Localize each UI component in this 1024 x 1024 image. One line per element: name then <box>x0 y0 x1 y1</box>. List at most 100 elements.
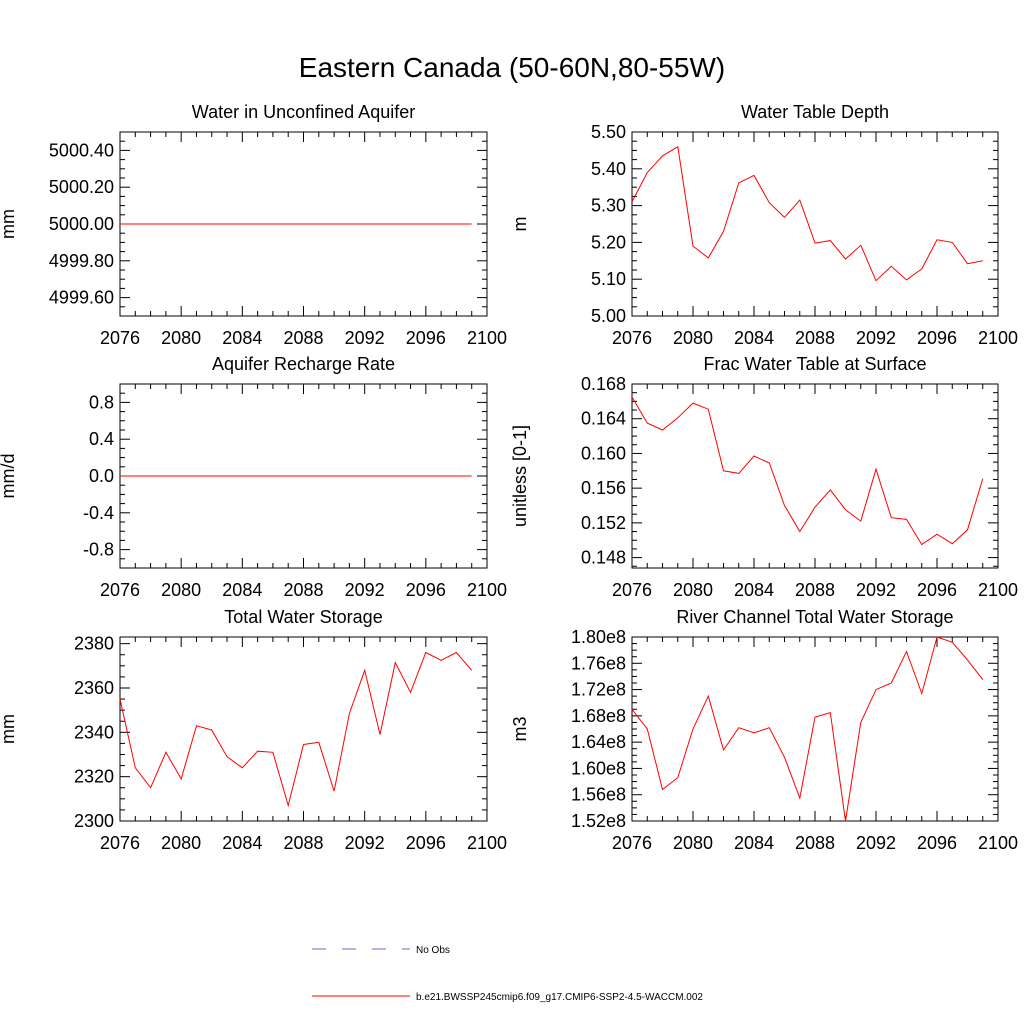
legend-obs-label: No Obs <box>416 945 450 956</box>
plot-frame <box>631 636 999 822</box>
x-tick-label: 2084 <box>222 328 262 348</box>
panel-title: Water in Unconfined Aquifer <box>192 102 415 122</box>
x-tick-label: 2084 <box>734 328 774 348</box>
x-tick-label: 2096 <box>917 833 957 853</box>
y-tick-label: 0.148 <box>581 548 626 568</box>
plot-frame <box>631 131 999 317</box>
x-tick-label: 2084 <box>734 580 774 600</box>
y-tick-label: 2360 <box>74 678 114 698</box>
x-tick-label: 2076 <box>100 328 140 348</box>
y-tick-label: 2340 <box>74 722 114 742</box>
y-axis-label: unitless [0-1] <box>510 425 530 527</box>
x-tick-label: 2100 <box>978 328 1018 348</box>
y-tick-label: 1.52e8 <box>571 811 626 831</box>
y-tick-label: 0.0 <box>89 466 114 486</box>
x-tick-label: 2076 <box>612 833 652 853</box>
x-tick-label: 2084 <box>734 833 774 853</box>
series-line <box>631 145 983 282</box>
panel-water-table-depth: Water Table Depth m 2076 2080 2084 2088 2092 20… <box>510 102 1018 348</box>
y-axis-label: m <box>510 217 530 232</box>
x-tick-label: 2084 <box>222 580 262 600</box>
x-tick-label: 2092 <box>856 328 896 348</box>
y-tick-label: 1.80e8 <box>571 627 626 647</box>
x-tick-label: 2092 <box>345 833 385 853</box>
x-tick-label: 2088 <box>795 833 835 853</box>
y-tick-label: 5.10 <box>591 269 626 289</box>
legend-model-label: b.e21.BWSSP245cmip6.f09_g17.CMIP6-SSP2-4… <box>416 992 703 1003</box>
y-tick-label: -0.8 <box>83 540 114 560</box>
y-tick-label: 5.20 <box>591 232 626 252</box>
plot-frame <box>119 636 488 822</box>
x-tick-label: 2088 <box>283 833 323 853</box>
panel-river-channel-storage: River Channel Total Water Storage m3 2076 2… <box>510 607 1018 853</box>
y-tick-label: 0.168 <box>581 374 626 394</box>
x-tick-label: 2088 <box>795 328 835 348</box>
x-tick-label: 2080 <box>673 833 713 853</box>
y-tick-label: 1.64e8 <box>571 732 626 752</box>
panel-title: Water Table Depth <box>741 102 889 122</box>
y-tick-label: 0.164 <box>581 409 626 429</box>
y-tick-label: 1.60e8 <box>571 758 626 778</box>
y-tick-label: 2300 <box>74 811 114 831</box>
x-tick-label: 2076 <box>612 328 652 348</box>
x-tick-label: 2100 <box>467 328 507 348</box>
x-tick-label: 2100 <box>467 580 507 600</box>
x-tick-label: 2080 <box>161 580 201 600</box>
y-tick-label: 0.8 <box>89 392 114 412</box>
y-tick-label: 1.76e8 <box>571 653 626 673</box>
x-tick-label: 2096 <box>406 833 446 853</box>
series-line <box>119 651 473 808</box>
x-tick-label: 2080 <box>161 833 201 853</box>
x-tick-label: 2100 <box>467 833 507 853</box>
x-tick-label: 2088 <box>795 580 835 600</box>
x-tick-label: 2096 <box>917 580 957 600</box>
panel-aquifer-recharge-rate: Aquifer Recharge Rate mm/d 2076 2080 2084 208… <box>0 354 507 600</box>
x-tick-label: 2088 <box>283 580 323 600</box>
legend: No Obs b.e21.BWSSP245cmip6.f09_g17.CMIP6… <box>312 945 703 1003</box>
y-tick-label: 5.40 <box>591 159 626 179</box>
x-tick-label: 2088 <box>283 328 323 348</box>
y-tick-label: 2320 <box>74 767 114 787</box>
y-axis-label: mm <box>0 209 18 239</box>
panel-total-water-storage: Total Water Storage mm 2076 2080 2084 2088 209… <box>0 607 507 853</box>
panel-water-unconfined-aquifer: Water in Unconfined Aquifer mm 2076 2080 208… <box>0 102 507 348</box>
y-tick-label: 4999.60 <box>49 288 114 308</box>
x-tick-label: 2100 <box>978 580 1018 600</box>
y-tick-label: 5000.40 <box>49 140 114 160</box>
y-tick-label: 1.72e8 <box>571 680 626 700</box>
x-tick-label: 2096 <box>406 580 446 600</box>
y-tick-label: 5000.20 <box>49 177 114 197</box>
x-tick-label: 2076 <box>100 580 140 600</box>
panel-frac-water-table-surface: Frac Water Table at Surface unitless [0-1… <box>510 354 1018 600</box>
y-tick-label: 0.156 <box>581 478 626 498</box>
x-tick-label: 2076 <box>100 833 140 853</box>
y-tick-label: -0.4 <box>83 503 114 523</box>
series-line <box>631 636 984 822</box>
y-axis-label: mm/d <box>0 454 18 499</box>
x-tick-label: 2092 <box>856 833 896 853</box>
y-tick-label: 1.68e8 <box>571 706 626 726</box>
x-tick-label: 2084 <box>222 833 262 853</box>
x-tick-label: 2092 <box>856 580 896 600</box>
y-tick-label: 0.160 <box>581 443 626 463</box>
y-tick-label: 0.4 <box>89 429 114 449</box>
series-line <box>631 396 984 546</box>
y-tick-label: 2380 <box>74 634 114 654</box>
x-tick-label: 2080 <box>673 580 713 600</box>
y-tick-label: 1.56e8 <box>571 785 626 805</box>
x-tick-label: 2096 <box>917 328 957 348</box>
x-tick-label: 2092 <box>345 328 385 348</box>
y-axis-label: mm <box>0 714 18 744</box>
x-tick-label: 2096 <box>406 328 446 348</box>
panel-title: Frac Water Table at Surface <box>703 354 926 374</box>
y-axis-label: m3 <box>510 716 530 741</box>
panel-title: Aquifer Recharge Rate <box>212 354 395 374</box>
x-tick-label: 2080 <box>161 328 201 348</box>
y-tick-label: 5.00 <box>591 306 626 326</box>
x-tick-label: 2080 <box>673 328 713 348</box>
figure-title: Eastern Canada (50-60N,80-55W) <box>298 52 726 83</box>
y-tick-label: 4999.80 <box>49 251 114 271</box>
x-tick-label: 2100 <box>978 833 1018 853</box>
x-tick-label: 2092 <box>345 580 385 600</box>
y-tick-label: 5000.00 <box>49 214 114 234</box>
